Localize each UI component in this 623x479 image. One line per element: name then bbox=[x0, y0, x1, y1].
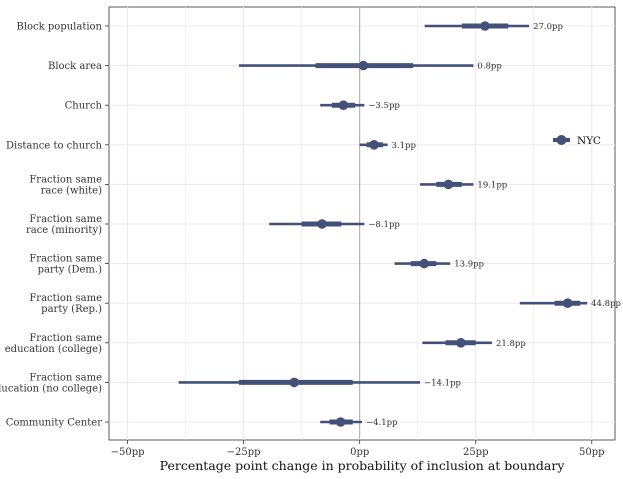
x-tick-label: −50pp bbox=[111, 447, 145, 458]
y-tick-label: Block population bbox=[16, 22, 102, 33]
x-tick-label: 50pp bbox=[579, 447, 605, 458]
x-tick-label: 25pp bbox=[463, 447, 489, 458]
data-label: 0.8pp bbox=[477, 62, 502, 72]
y-tick-label: Community Center bbox=[6, 418, 103, 429]
y-axis-labels: Block population Block area Church Distance… bbox=[0, 22, 109, 429]
y-tick-label: Church bbox=[65, 101, 103, 112]
point-estimate bbox=[358, 60, 369, 71]
point-estimate bbox=[419, 258, 430, 269]
legend-label: NYC bbox=[577, 135, 601, 147]
legend: NYC bbox=[553, 135, 601, 147]
data-label: −4.1pp bbox=[366, 418, 398, 428]
point-estimate bbox=[369, 140, 379, 150]
point-estimate bbox=[338, 100, 349, 110]
y-tick-label: Fraction same education (no college) bbox=[0, 372, 102, 394]
point-estimate bbox=[456, 338, 466, 348]
y-tick-label: Fraction same party (Rep.) bbox=[29, 293, 102, 315]
data-label: −14.1pp bbox=[424, 378, 461, 388]
data-label: 13.9pp bbox=[454, 260, 484, 270]
point-estimate bbox=[443, 179, 454, 190]
data-label: −8.1pp bbox=[368, 220, 400, 230]
data-label: 44.8pp bbox=[591, 299, 621, 309]
data-label: 21.8pp bbox=[496, 339, 526, 349]
x-axis-title: Percentage point change in probability o… bbox=[160, 458, 566, 473]
data-label: −3.5pp bbox=[368, 101, 400, 111]
y-tick-label: Block area bbox=[48, 61, 102, 72]
point-estimate bbox=[480, 21, 490, 31]
data-label: 27.0pp bbox=[533, 22, 563, 32]
point-estimate bbox=[335, 417, 346, 427]
x-axis-labels: −50pp −25pp 0pp 25pp 50pp bbox=[111, 440, 605, 458]
y-tick-label: Fraction same party (Dem.) bbox=[29, 254, 102, 276]
estimate-marks: 27.0pp 0.8pp −3.5pp 3.1pp 19.1pp −8.1pp 13.9pp… bbox=[178, 21, 622, 428]
x-tick-label: −25pp bbox=[227, 447, 261, 458]
point-estimate bbox=[289, 377, 300, 388]
x-tick-label: 0pp bbox=[350, 447, 369, 458]
y-tick-label: Fraction same race (minority) bbox=[26, 214, 102, 236]
point-estimate bbox=[317, 219, 327, 229]
data-label: 19.1pp bbox=[477, 180, 507, 190]
data-label: 3.1pp bbox=[392, 141, 417, 151]
legend-key-point bbox=[556, 135, 567, 145]
y-tick-label: Distance to church bbox=[6, 140, 103, 151]
y-tick-label: Fraction same race (white) bbox=[29, 174, 102, 196]
point-estimate bbox=[562, 298, 573, 309]
y-tick-label: Fraction same education (college) bbox=[5, 333, 102, 355]
